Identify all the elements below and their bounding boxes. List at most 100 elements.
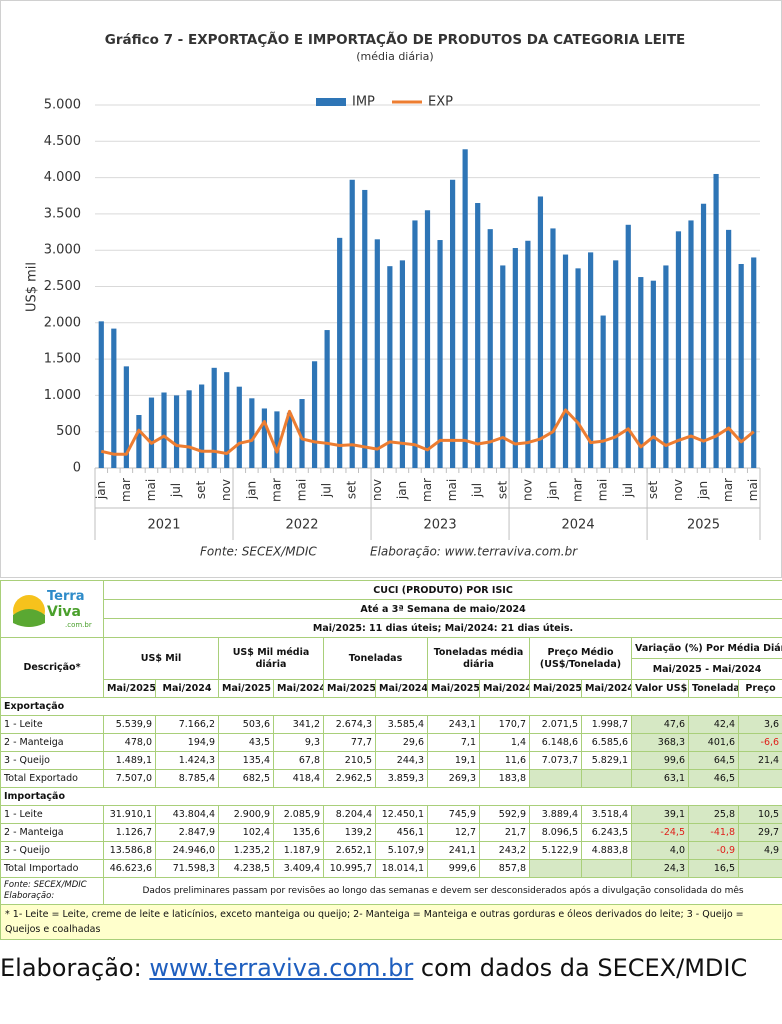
bar: [650, 280, 656, 468]
bar: [387, 266, 393, 468]
x-tick-label: jan: [395, 481, 409, 500]
y-tick-label: 2.000: [44, 315, 81, 330]
data-table: Terra Viva .com.br CUCI (PRODUTO) POR IS…: [0, 580, 782, 940]
x-tick-label: jan: [545, 481, 559, 500]
x-tick-label: jan: [244, 481, 258, 500]
cell: 5.107,9: [375, 841, 428, 860]
bar: [475, 203, 481, 468]
row-label: Total Importado: [0, 859, 104, 878]
logo-cell: Terra Viva .com.br: [0, 580, 104, 638]
cell: 24,3: [631, 859, 689, 878]
bar: [299, 399, 305, 468]
cell: 3.585,4: [375, 715, 428, 734]
cell: 77,7: [323, 733, 376, 752]
cell: 25,8: [688, 805, 739, 824]
cell: 71.598,3: [155, 859, 219, 878]
bar: [98, 321, 104, 468]
cell: 2.847,9: [155, 823, 219, 842]
cell: 6.148,6: [529, 733, 582, 752]
column-header: Mai/2024: [581, 679, 632, 698]
bar: [424, 210, 431, 468]
cell: 12,7: [427, 823, 480, 842]
bar: [211, 367, 217, 468]
cell: -6,6: [737, 733, 782, 752]
cell: 682,5: [218, 769, 274, 788]
bar: [550, 228, 556, 468]
y-tick-label: 2.500: [44, 279, 81, 294]
cell: [581, 859, 632, 878]
cell: 64,5: [688, 751, 739, 770]
cell: 3.518,4: [581, 805, 632, 824]
year-label: 2023: [424, 518, 457, 533]
cell: 341,2: [273, 715, 324, 734]
y-axis-title: US$ mil: [25, 262, 40, 312]
bar: [374, 239, 380, 468]
cell: 243,2: [479, 841, 530, 860]
cell: 857,8: [479, 859, 530, 878]
bar: [136, 415, 142, 468]
logo-domain: .com.br: [65, 621, 92, 629]
cell: 7.166,2: [155, 715, 219, 734]
x-tick-label: set: [345, 481, 359, 500]
bar: [249, 398, 255, 468]
cell: 4.883,8: [581, 841, 632, 860]
y-tick-label: 3.500: [44, 206, 81, 221]
cell: 21,7: [479, 823, 530, 842]
cell: 170,7: [479, 715, 530, 734]
bar: [625, 224, 631, 468]
cell: 1.235,2: [218, 841, 274, 860]
cell: 7.507,0: [103, 769, 156, 788]
cell: 745,9: [427, 805, 480, 824]
cell: 13.586,8: [103, 841, 156, 860]
x-tick-label: jan: [696, 481, 710, 500]
x-tick-label: mar: [269, 478, 283, 502]
cell: 1.187,9: [273, 841, 324, 860]
column-header: Preço: [737, 679, 782, 698]
chart-subtitle: (média diária): [356, 50, 433, 63]
cell: 102,4: [218, 823, 274, 842]
header-row: Descrição* US$ Mil US$ Mil média diária To…: [0, 637, 782, 698]
cell: [529, 769, 582, 788]
cell: 244,3: [375, 751, 428, 770]
x-tick-label: set: [495, 481, 509, 500]
section-row: Exportação: [0, 697, 782, 716]
cell: [581, 769, 632, 788]
cell: 3.859,3: [375, 769, 428, 788]
caption-suffix: com dados da SECEX/MDIC: [420, 954, 748, 982]
cell: 2.085,9: [273, 805, 324, 824]
cell: [737, 859, 782, 878]
bar: [412, 220, 418, 468]
column-header: Mai/2024: [479, 679, 530, 698]
x-tick-label: mai: [295, 479, 309, 501]
bar: [274, 411, 280, 468]
cell: 12.450,1: [375, 805, 428, 824]
logo: Terra Viva .com.br: [13, 589, 92, 629]
x-tick-label: mai: [144, 479, 158, 501]
bar: [199, 384, 205, 468]
cell: 18.014,1: [375, 859, 428, 878]
column-header: Mai/2024: [155, 679, 219, 698]
credit: Elaboração:: [4, 891, 55, 901]
row-label: 3 - Queijo: [0, 751, 104, 770]
cell: 2.674,3: [323, 715, 376, 734]
cell: 1.424,3: [155, 751, 219, 770]
cell: 269,3: [427, 769, 480, 788]
bar: [224, 372, 230, 468]
caption-link[interactable]: www.terraviva.com.br: [149, 954, 414, 982]
line: [100, 408, 755, 456]
cell: 43.804,4: [155, 805, 219, 824]
cell: 5.122,9: [529, 841, 582, 860]
data-row: 2 - Manteiga 478,0 194,9 43,5 9,3 77,7 29,6 7,1…: [0, 733, 782, 752]
cell: 21,4: [737, 751, 782, 770]
cell: 1.126,7: [103, 823, 156, 842]
bar: [337, 237, 343, 468]
x-tick-label: mar: [571, 478, 585, 502]
data-row: 1 - Leite 31.910,1 43.804,4 2.900,9 2.085,9 8…: [0, 805, 782, 824]
cell: 2.900,9: [218, 805, 274, 824]
cell: [529, 859, 582, 878]
bar: [688, 220, 694, 468]
description-header: Descrição*: [0, 637, 104, 698]
year-label: 2025: [687, 518, 720, 533]
bar: [500, 265, 506, 468]
